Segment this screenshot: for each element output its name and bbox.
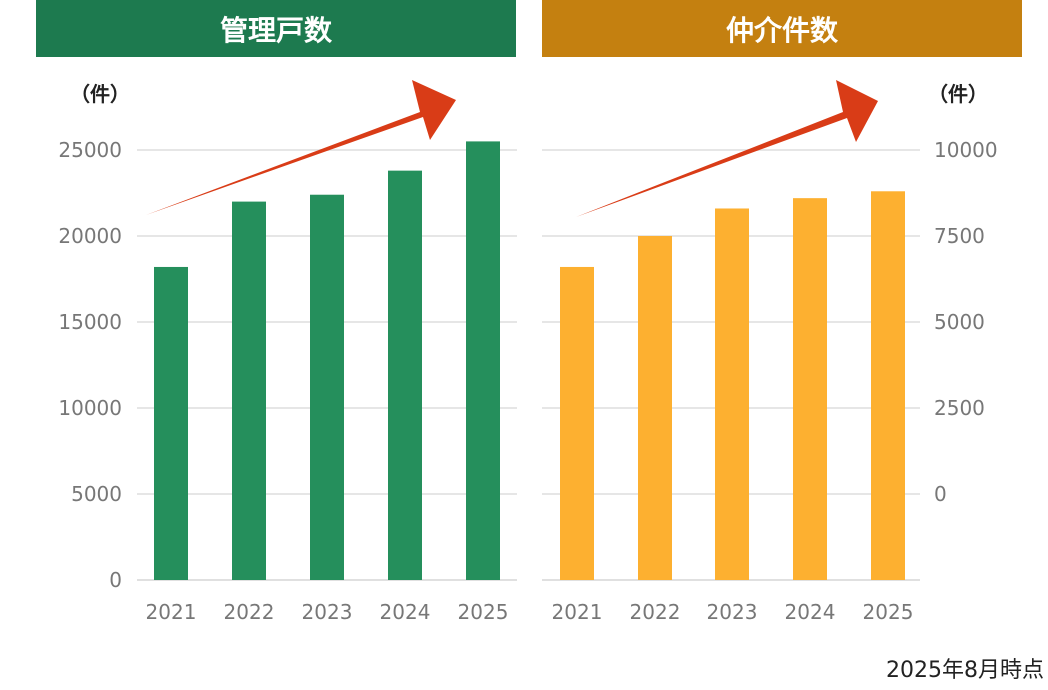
bar-2022 [232,201,266,580]
trend-arrow-icon [576,80,878,217]
x-tick-label: 2024 [785,600,836,624]
chart-title-kanri: 管理戸数 [36,0,516,57]
y-tick-label: 25000 [58,138,122,162]
y-tick-label: 5000 [934,310,985,334]
footnote: 2025年8月時点 [886,658,1044,683]
chart-title-chukai: 仲介件数 [542,0,1022,57]
y-tick-label: 0 [109,568,122,592]
x-tick-label: 2022 [224,600,275,624]
x-tick-label: 2023 [302,600,353,624]
y-tick-label: 15000 [58,310,122,334]
x-tick-label: 2025 [458,600,509,624]
x-tick-label: 2021 [552,600,603,624]
y-axis-unit: （件） [70,82,130,106]
y-tick-label: 10000 [58,396,122,420]
y-axis-unit: （件） [928,82,988,106]
x-tick-label: 2024 [380,600,431,624]
x-tick-label: 2025 [863,600,914,624]
bar-2022 [638,236,672,580]
y-tick-label: 5000 [71,482,122,506]
y-tick-label: 20000 [58,224,122,248]
x-tick-label: 2022 [630,600,681,624]
bar-2021 [560,266,594,580]
bar-2025 [466,141,500,580]
bar-2025 [871,191,905,580]
y-tick-label: 10000 [934,138,998,162]
trend-arrow-icon [146,80,456,215]
y-tick-label: 7500 [934,224,985,248]
y-tick-label: 2500 [934,396,985,420]
y-tick-label: 0 [934,482,947,506]
bar-2021 [154,266,188,580]
bar-2023 [310,194,344,580]
bar-2023 [715,208,749,581]
x-tick-label: 2021 [146,600,197,624]
x-tick-label: 2023 [707,600,758,624]
bar-2024 [388,170,422,580]
bar-2024 [793,198,827,580]
